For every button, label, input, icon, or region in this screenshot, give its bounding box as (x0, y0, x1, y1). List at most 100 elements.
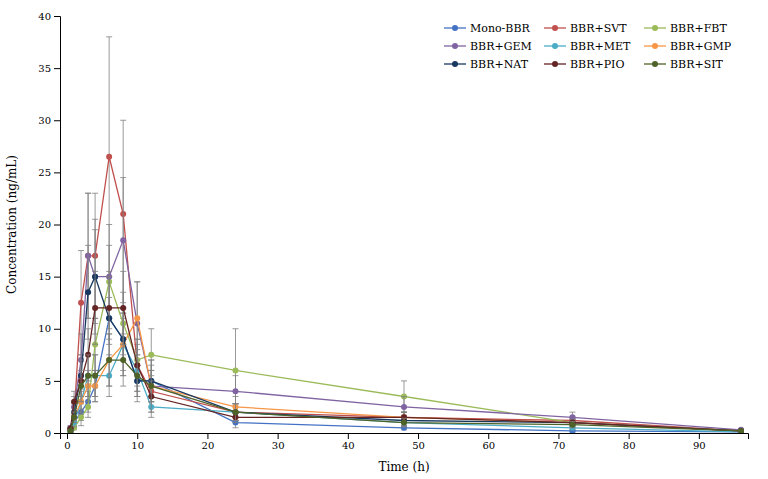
point (233, 409, 239, 415)
legend-label: BBR+SIT (670, 58, 724, 71)
x-axis-tick: 0 (64, 433, 70, 451)
point (134, 315, 140, 321)
legend-label: Mono-BBR (470, 22, 530, 35)
legend-marker (452, 61, 458, 67)
legend-marker (452, 43, 458, 49)
legend-label: BBR+NAT (470, 58, 529, 71)
x-axis-tick: 50 (412, 433, 425, 451)
x-axis-tick-label: 0 (64, 440, 70, 451)
x-axis-tick-label: 20 (202, 440, 215, 451)
point (233, 409, 239, 415)
point (120, 237, 126, 243)
point (738, 428, 744, 433)
legend-marker (552, 25, 558, 31)
y-axis-tick-label: 30 (38, 115, 51, 126)
y-axis-tick: 20 (38, 219, 60, 230)
legend-item: BBR+FBT (644, 22, 727, 35)
series (68, 271, 744, 433)
point (233, 409, 239, 415)
point (106, 305, 112, 311)
y-axis-tick-label: 20 (38, 219, 51, 230)
error-bar (106, 271, 112, 344)
point (401, 420, 407, 426)
error-bar (71, 412, 77, 422)
legend-item: BBR+GEM (444, 40, 532, 53)
legend-marker (652, 43, 658, 49)
error-bars (68, 271, 744, 432)
legend-item: BBR+PIO (544, 58, 624, 71)
error-bar (120, 271, 126, 344)
legend-label: BBR+GEM (470, 40, 532, 53)
point (78, 300, 84, 306)
x-axis-line (61, 434, 749, 440)
error-bars (68, 37, 744, 432)
point (738, 428, 744, 433)
legend-marker (652, 25, 658, 31)
x-axis-tick-mark (629, 433, 630, 439)
series-line (71, 360, 741, 431)
legend-marker (552, 61, 558, 67)
error-bar (148, 360, 154, 412)
x-axis-tick-label: 80 (623, 440, 636, 451)
error-bars (68, 334, 744, 432)
legend-label: BBR+SVT (570, 22, 627, 35)
point (233, 409, 239, 415)
error-bar (85, 355, 91, 397)
legend-item: BBR+NAT (444, 58, 529, 71)
y-axis-tick: 35 (38, 63, 60, 74)
error-bar (106, 334, 112, 386)
error-bars (68, 282, 744, 432)
point (148, 383, 154, 389)
error-bar (92, 355, 98, 397)
point (120, 357, 126, 363)
legend-item: BBR+MET (544, 40, 631, 53)
error-bars (68, 297, 744, 432)
error-bar (92, 271, 98, 344)
x-axis-tick-mark (67, 433, 68, 439)
y-axis-tick-mark (54, 172, 60, 173)
error-bar (233, 404, 239, 421)
point (106, 154, 112, 160)
point (120, 305, 126, 311)
error-bar (85, 245, 91, 339)
x-axis-tick-mark (207, 433, 208, 439)
x-axis-tick-mark (418, 433, 419, 439)
x-axis-tick-mark (137, 433, 138, 439)
series (68, 282, 744, 433)
x-axis-tick: 10 (131, 433, 144, 451)
y-axis-tick-mark (54, 329, 60, 330)
x-axis-title: Time (h) (378, 460, 429, 474)
legend-item: BBR+SVT (544, 22, 627, 35)
point (148, 383, 154, 389)
y-axis-tick-label: 40 (38, 11, 51, 22)
error-bars (68, 245, 744, 432)
legend-marker (452, 25, 458, 31)
point (71, 399, 77, 405)
x-axis-tick: 70 (553, 433, 566, 451)
y-axis-tick-label: 5 (45, 376, 51, 387)
y-axis-tick-label: 0 (45, 428, 51, 439)
point (569, 422, 575, 428)
error-bar (401, 415, 407, 425)
legend: Mono-BBR BBR+SVT BBR+FBT BBR+GEM BBR+MET BBR+… (444, 22, 732, 71)
y-axis-tick-mark (54, 68, 60, 69)
series (68, 178, 744, 433)
point (738, 428, 744, 433)
y-axis-tick-mark (54, 277, 60, 278)
x-axis-tick-mark (488, 433, 489, 439)
error-bar (233, 404, 239, 421)
legend-marker (552, 43, 558, 49)
point (401, 420, 407, 426)
plot: 01020304050607080900510152025303540 (38, 11, 748, 451)
x-axis-tick-label: 60 (482, 440, 495, 451)
x-axis: 0102030405060708090 (61, 433, 749, 451)
x-axis-tick: 80 (623, 433, 636, 451)
series-line (71, 318, 741, 431)
y-axis-tick-mark (54, 381, 60, 382)
point (71, 414, 77, 420)
y-axis: 0510152025303540 (38, 11, 60, 439)
series (68, 245, 744, 433)
point (92, 305, 98, 311)
point (78, 414, 84, 420)
x-axis-tick-label: 10 (131, 440, 144, 451)
